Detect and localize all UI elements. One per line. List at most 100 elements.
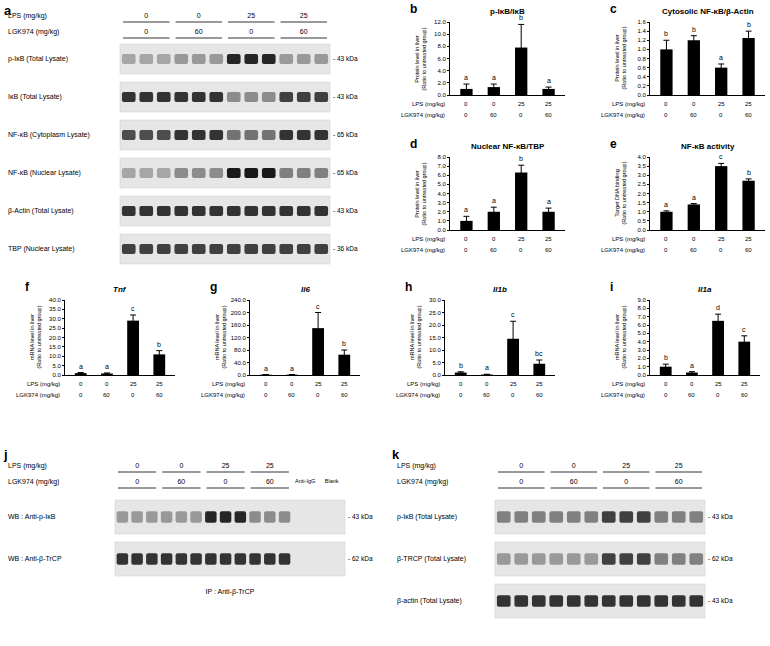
svg-text:25: 25 — [622, 462, 630, 469]
svg-text:LGK974 (mg/kg): LGK974 (mg/kg) — [601, 112, 645, 118]
svg-text:e: e — [610, 137, 617, 151]
svg-text:0: 0 — [464, 101, 468, 107]
svg-text:0: 0 — [664, 247, 668, 253]
svg-text:b: b — [459, 362, 463, 369]
svg-text:Protein level in liver(Ratio t: Protein level in liver(Ratio to untreate… — [414, 27, 427, 90]
svg-text:β-TRCP (Total Lysate): β-TRCP (Total Lysate) — [397, 555, 466, 563]
svg-text:LPS (mg/kg): LPS (mg/kg) — [27, 381, 60, 387]
svg-text:0.0: 0.0 — [52, 372, 61, 378]
svg-text:b: b — [519, 155, 523, 162]
svg-text:2.0: 2.0 — [637, 191, 646, 197]
svg-text:25: 25 — [518, 236, 525, 242]
svg-text:0: 0 — [135, 478, 139, 485]
svg-text:c: c — [719, 153, 723, 160]
svg-text:0: 0 — [624, 478, 628, 485]
svg-text:60: 60 — [195, 28, 203, 35]
svg-text:200.0: 200.0 — [231, 310, 247, 316]
svg-text:f: f — [25, 280, 30, 294]
svg-text:60: 60 — [536, 392, 543, 398]
svg-text:0: 0 — [105, 381, 109, 387]
svg-text:i: i — [610, 280, 613, 294]
svg-text:mRNA level in liver(Ratio to u: mRNA level in liver(Ratio to untreated g… — [29, 305, 42, 368]
svg-text:0.0: 0.0 — [432, 372, 441, 378]
svg-text:25: 25 — [510, 381, 517, 387]
svg-text:15.0: 15.0 — [49, 344, 61, 350]
svg-text:9.0: 9.0 — [637, 297, 646, 303]
svg-text:0: 0 — [135, 462, 139, 469]
svg-text:0.6: 0.6 — [637, 65, 646, 71]
svg-text:60: 60 — [741, 392, 748, 398]
svg-text:6.0: 6.0 — [437, 172, 446, 178]
svg-text:4.0: 4.0 — [437, 68, 446, 74]
svg-text:0.0: 0.0 — [637, 372, 646, 378]
svg-text:LPS (mg/kg): LPS (mg/kg) — [407, 381, 440, 387]
svg-text:Tnf: Tnf — [113, 285, 127, 294]
svg-text:- 43 kDa: - 43 kDa — [333, 207, 358, 214]
svg-text:3.5: 3.5 — [637, 163, 646, 169]
svg-text:10.0: 10.0 — [49, 353, 61, 359]
svg-text:0: 0 — [664, 236, 668, 242]
svg-text:p-IκB (Total Lysate): p-IκB (Total Lysate) — [8, 55, 68, 63]
svg-text:Blank: Blank — [325, 478, 339, 484]
svg-text:0: 0 — [664, 392, 668, 398]
svg-text:60: 60 — [156, 392, 163, 398]
svg-text:Target DNA binding(Ratio to un: Target DNA binding(Ratio to untreated gr… — [614, 161, 627, 224]
svg-text:a: a — [464, 74, 468, 81]
svg-text:c: c — [742, 326, 746, 333]
svg-text:a: a — [690, 362, 694, 369]
svg-text:6.0: 6.0 — [637, 322, 646, 328]
svg-text:0: 0 — [79, 381, 83, 387]
svg-text:25.0: 25.0 — [429, 310, 441, 316]
svg-text:25: 25 — [715, 381, 722, 387]
svg-text:8.0: 8.0 — [437, 43, 446, 49]
svg-text:0: 0 — [572, 462, 576, 469]
svg-text:60: 60 — [690, 112, 697, 118]
svg-text:60: 60 — [177, 478, 185, 485]
svg-text:1.0: 1.0 — [637, 209, 646, 215]
svg-text:c: c — [511, 311, 515, 318]
svg-text:β-Actin (Total Lysate): β-Actin (Total Lysate) — [8, 207, 74, 215]
svg-text:60: 60 — [545, 112, 552, 118]
svg-text:LGK974 (mg/kg): LGK974 (mg/kg) — [397, 478, 448, 486]
svg-text:25: 25 — [718, 236, 725, 242]
svg-text:160.0: 160.0 — [231, 322, 247, 328]
svg-text:0.8: 0.8 — [637, 56, 646, 62]
svg-text:b: b — [664, 30, 668, 37]
svg-text:60: 60 — [690, 247, 697, 253]
svg-text:a: a — [492, 197, 496, 204]
svg-text:25: 25 — [222, 462, 230, 469]
svg-text:NF-κB (Nuclear Lysate): NF-κB (Nuclear Lysate) — [8, 169, 81, 177]
svg-text:LPS (mg/kg): LPS (mg/kg) — [612, 236, 645, 242]
svg-text:Il6: Il6 — [301, 285, 310, 294]
svg-text:3.0: 3.0 — [637, 347, 646, 353]
svg-text:60: 60 — [745, 112, 752, 118]
svg-text:60: 60 — [103, 392, 110, 398]
svg-text:0: 0 — [224, 478, 228, 485]
svg-text:0: 0 — [664, 112, 668, 118]
svg-text:b: b — [410, 2, 417, 16]
svg-text:25: 25 — [518, 101, 525, 107]
svg-text:20.0: 20.0 — [49, 335, 61, 341]
svg-text:0: 0 — [464, 236, 468, 242]
svg-text:60: 60 — [300, 28, 308, 35]
svg-text:0: 0 — [249, 28, 253, 35]
svg-text:60: 60 — [675, 478, 683, 485]
svg-text:1.2: 1.2 — [637, 37, 646, 43]
svg-text:b: b — [157, 341, 161, 348]
svg-text:0.0: 0.0 — [637, 227, 646, 233]
svg-text:- 43 kDa: - 43 kDa — [333, 55, 358, 62]
svg-text:10.0: 10.0 — [429, 347, 441, 353]
svg-text:- 36 kDa: - 36 kDa — [333, 245, 358, 252]
svg-text:0: 0 — [79, 392, 83, 398]
svg-text:Anti-IgG: Anti-IgG — [295, 478, 315, 484]
svg-text:60: 60 — [745, 247, 752, 253]
svg-text:25: 25 — [741, 381, 748, 387]
svg-text:5.0: 5.0 — [637, 330, 646, 336]
svg-text:- 43 kDa: - 43 kDa — [348, 513, 373, 520]
svg-text:bc: bc — [535, 350, 543, 357]
svg-text:1.4: 1.4 — [637, 28, 646, 34]
svg-text:a: a — [547, 77, 551, 84]
svg-text:a: a — [485, 364, 489, 371]
svg-text:0: 0 — [264, 392, 268, 398]
svg-text:LGK974 (mg/kg): LGK974 (mg/kg) — [601, 247, 645, 253]
